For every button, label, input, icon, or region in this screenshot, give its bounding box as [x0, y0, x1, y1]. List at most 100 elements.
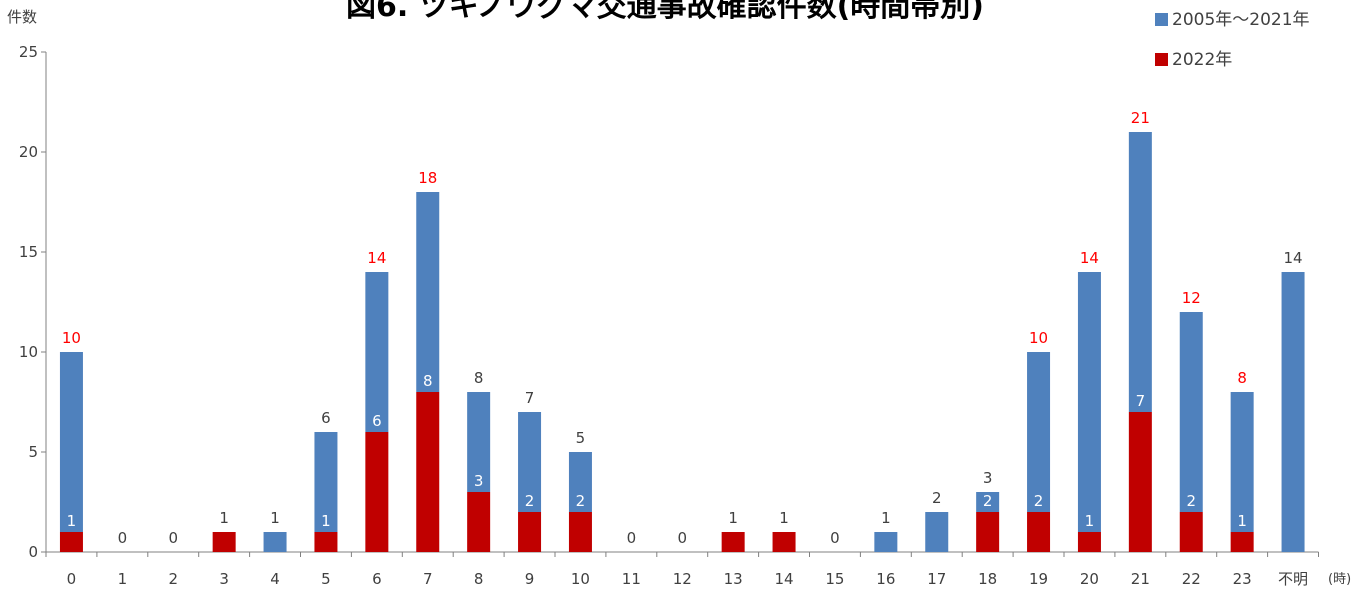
inner-value-label: 6: [372, 412, 382, 430]
bar-segment-2022: [1128, 412, 1152, 552]
x-tick-label: 1: [118, 570, 128, 588]
total-value-label: 14: [367, 249, 386, 267]
y-tick-label: 20: [19, 143, 38, 161]
bar-segment-2022: [721, 532, 745, 552]
bar-segment-2005-2021: [1027, 352, 1051, 512]
inner-value-label: 2: [1186, 492, 1196, 510]
total-value-label: 3: [983, 469, 993, 487]
bar-segment-2022: [416, 392, 440, 552]
inner-value-label: 2: [576, 492, 586, 510]
total-value-label: 0: [168, 529, 178, 547]
x-tick-label: 16: [876, 570, 895, 588]
bar-segment-2022: [1027, 512, 1051, 552]
inner-value-label: 1: [321, 512, 331, 530]
x-tick-label: 19: [1029, 570, 1048, 588]
inner-value-label: 1: [1085, 512, 1095, 530]
total-value-label: 0: [830, 529, 840, 547]
x-tick-label: 11: [622, 570, 641, 588]
x-tick-label: 0: [67, 570, 77, 588]
total-value-label: 1: [779, 509, 789, 527]
x-tick-label: 23: [1233, 570, 1252, 588]
total-value-label: 8: [474, 369, 484, 387]
total-value-label: 7: [525, 389, 535, 407]
inner-value-label: 8: [423, 372, 433, 390]
bar-segment-2005-2021: [1230, 392, 1254, 532]
total-value-label: 6: [321, 409, 331, 427]
total-value-label: 18: [418, 169, 437, 187]
y-tick-label: 0: [28, 543, 38, 561]
total-value-label: 10: [1029, 329, 1048, 347]
y-tick-label: 25: [19, 43, 38, 61]
bar-segment-2005-2021: [365, 272, 389, 432]
x-tick-label: 5: [321, 570, 331, 588]
bar-segment-2005-2021: [263, 532, 287, 552]
x-tick-label: 2: [168, 570, 178, 588]
bar-segment-2005-2021: [1281, 272, 1305, 552]
total-value-label: 0: [677, 529, 687, 547]
inner-value-label: 2: [525, 492, 535, 510]
bar-segment-2005-2021: [314, 432, 338, 532]
legend: 2005年〜2021年 2022年: [1155, 10, 1310, 70]
bar-segment-2005-2021: [467, 392, 491, 492]
bar-segment-2022: [1179, 512, 1203, 552]
x-tick-label: 10: [571, 570, 590, 588]
bar-segment-2005-2021: [976, 492, 1000, 512]
x-tick-label: 4: [270, 570, 280, 588]
inner-value-label: 1: [67, 512, 77, 530]
total-value-label: 1: [728, 509, 738, 527]
bar-segment-2005-2021: [925, 512, 949, 552]
total-value-label: 1: [270, 509, 280, 527]
x-tick-label: 6: [372, 570, 382, 588]
total-value-label: 0: [627, 529, 637, 547]
y-tick-label: 15: [19, 243, 38, 261]
total-value-label: 14: [1284, 249, 1303, 267]
bar-segment-2022: [568, 512, 592, 552]
x-tick-label: 9: [525, 570, 535, 588]
inner-value-label: 2: [1034, 492, 1044, 510]
total-value-label: 14: [1080, 249, 1099, 267]
bar-segment-2022: [518, 512, 542, 552]
total-value-label: 0: [118, 529, 128, 547]
bar-segment-2005-2021: [874, 532, 898, 552]
total-value-label: 2: [932, 489, 942, 507]
inner-value-label: 1: [1237, 512, 1247, 530]
x-tick-label: 20: [1080, 570, 1099, 588]
legend-label: 2005年〜2021年: [1172, 10, 1310, 30]
y-tick-label: 5: [28, 443, 38, 461]
bar-segment-2022: [467, 492, 491, 552]
total-value-label: 10: [62, 329, 81, 347]
bars-group: [59, 132, 1305, 552]
x-tick-label: 3: [219, 570, 229, 588]
bar-segment-2022: [772, 532, 796, 552]
bar-segment-2005-2021: [518, 412, 542, 512]
x-axis-unit-label: (時): [1328, 572, 1351, 587]
x-tick-label: 不明: [1278, 570, 1308, 588]
bar-segment-2022: [365, 432, 389, 552]
bar-segment-2022: [1077, 532, 1101, 552]
x-tick-label: 12: [673, 570, 692, 588]
bar-segment-2005-2021: [1077, 272, 1101, 532]
total-value-label: 1: [219, 509, 229, 527]
x-tick-label: 8: [474, 570, 484, 588]
bar-segment-2022: [1230, 532, 1254, 552]
bar-segment-2022: [314, 532, 338, 552]
x-tick-label: 7: [423, 570, 433, 588]
total-value-label: 1: [881, 509, 891, 527]
total-value-label: 21: [1131, 109, 1150, 127]
bar-segment-2005-2021: [1128, 132, 1152, 412]
y-axis-label: 件数: [7, 8, 37, 26]
bar-segment-2022: [212, 532, 236, 552]
inner-value-label: 2: [983, 492, 993, 510]
bar-segment-2005-2021: [1179, 312, 1203, 512]
total-value-label: 5: [576, 429, 586, 447]
inner-value-label: 7: [1136, 392, 1146, 410]
inner-value-label: 3: [474, 472, 484, 490]
x-tick-label: 14: [775, 570, 794, 588]
x-tick-label: 22: [1182, 570, 1201, 588]
x-tick-label: 18: [978, 570, 997, 588]
legend-swatch: [1155, 13, 1168, 26]
